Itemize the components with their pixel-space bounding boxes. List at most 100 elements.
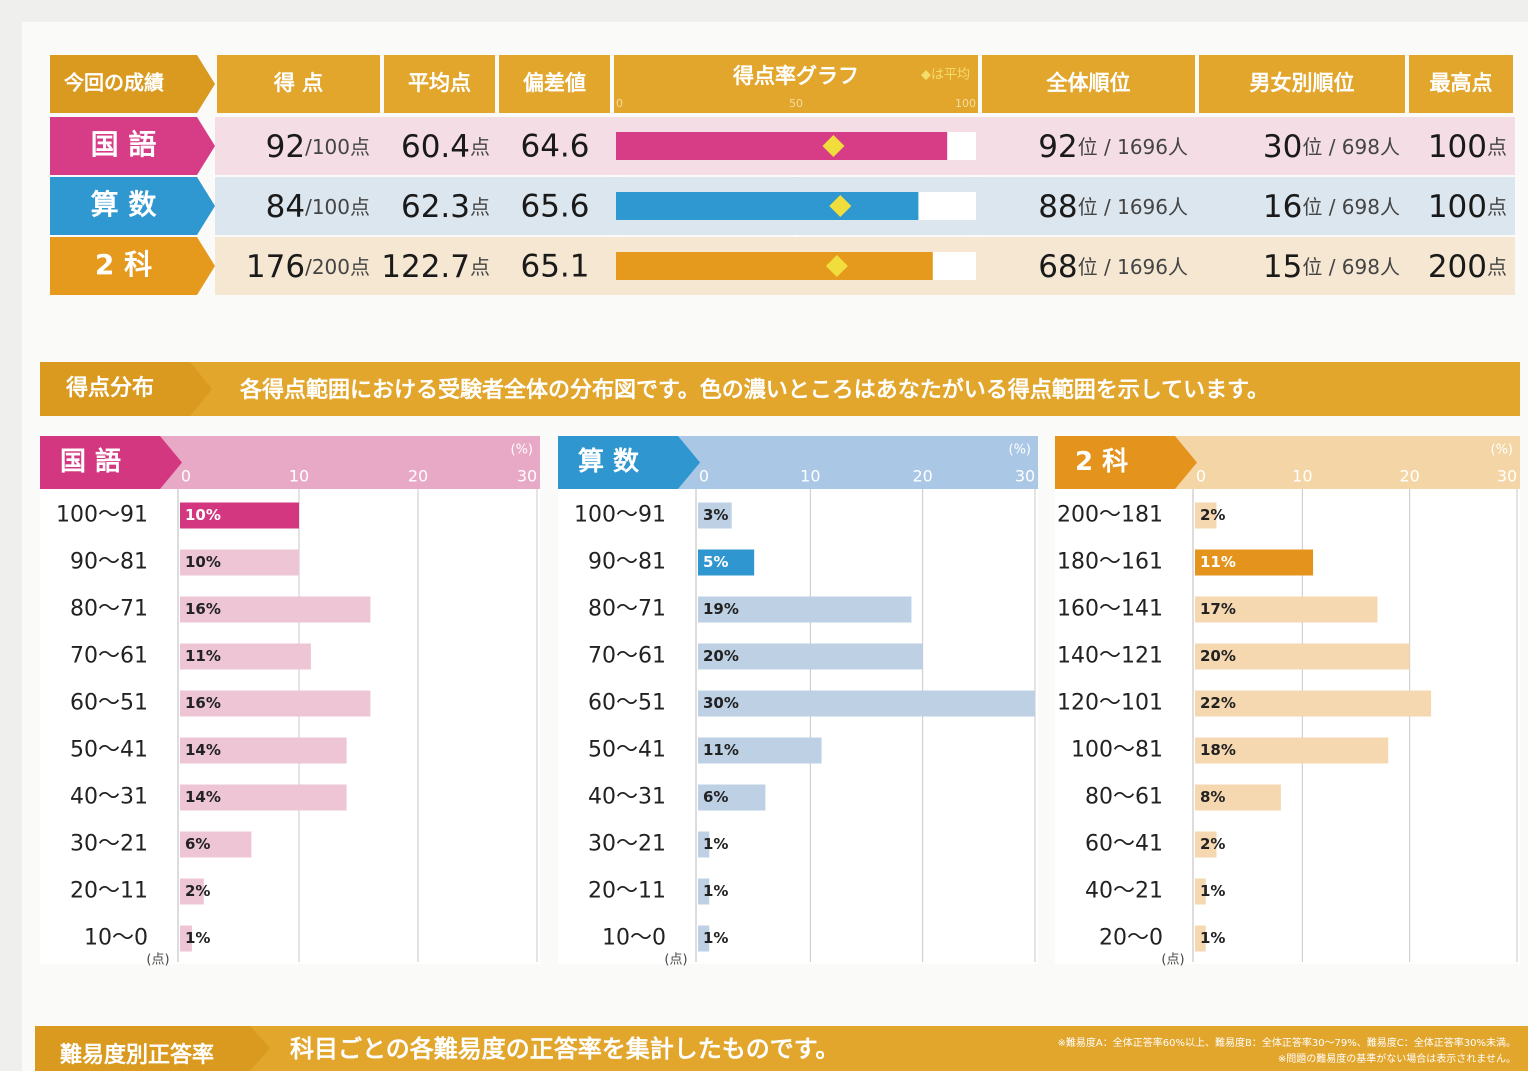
rank-value: 92 [1038,129,1077,165]
value-label: 22% [1200,694,1236,712]
section-description: 科目ごとの各難易度の正答率を集計したものです。 [290,1035,839,1063]
rank: 68位 / 1696人 [1038,249,1188,285]
header-cell [982,55,1195,113]
category-unit: (点) [664,953,687,968]
bar [1195,925,1206,952]
average-marker [829,195,852,217]
bar [698,737,822,764]
bar [698,596,912,623]
rank-unit: 位 / 1696人 [1078,255,1188,279]
average-unit: 点 [470,195,490,219]
header-cell [384,55,495,113]
section-title-bg [35,1026,270,1071]
bar [180,596,371,623]
section-title: 難易度別正答率 [60,1042,214,1068]
bar [698,784,766,811]
subject-label-bg [50,117,215,175]
category-label: 80～71 [70,597,148,622]
graph-tick-label: 50 [789,97,803,110]
rank: 88位 / 1696人 [1038,189,1188,225]
rate-bar [616,132,948,160]
value-label: 14% [185,788,221,806]
header-cell [50,55,215,113]
rate-bar [616,252,933,280]
header-cell [614,55,978,113]
top-score-value: 100 [1428,129,1487,165]
average-unit: 点 [470,255,490,279]
score: 92/100点 [266,129,370,165]
value-label: 10% [185,506,221,524]
score-unit: /200点 [305,255,370,279]
average-value: 62.3 [401,189,470,225]
category-label: 80～71 [588,597,666,622]
section-bar [35,1026,1528,1071]
bar [1195,502,1217,529]
average-marker [825,255,848,277]
score-unit: /100点 [305,135,370,159]
graph-tick-label: 0 [616,97,623,110]
x-tick-label: 30 [517,467,537,486]
axis-unit: (%) [511,443,534,458]
graph-legend: ◆は平均 [921,68,970,83]
average: 122.7点 [381,249,490,285]
top-score: 200点 [1428,249,1507,285]
value-label: 1% [1200,882,1225,900]
header-label: 最高点 [1430,71,1493,95]
x-tick-label: 0 [699,467,709,486]
category-unit: (点) [1161,953,1184,968]
bar [180,878,204,905]
subject-label: 算 数 [91,188,158,221]
gender-rank-unit: 位 / 698人 [1302,135,1400,159]
top-score-unit: 点 [1487,135,1507,159]
category-label: 160～141 [1057,597,1163,622]
category-label: 60～51 [588,691,666,716]
x-tick-label: 30 [1497,467,1517,486]
top-score: 100点 [1428,189,1507,225]
chart-title: 2 科 [1075,447,1128,477]
gender-rank: 15位 / 698人 [1263,249,1400,285]
average: 60.4点 [401,129,490,165]
bar [1195,784,1281,811]
x-tick-label: 20 [408,467,428,486]
top-score-unit: 点 [1487,255,1507,279]
x-tick-label: 30 [1015,467,1035,486]
bar [698,925,710,952]
gender-rank: 30位 / 698人 [1263,129,1400,165]
average-unit: 点 [470,135,490,159]
header-label: 偏差値 [523,71,586,95]
category-label: 200～181 [1057,503,1163,528]
subject-label-bg [50,177,215,235]
category-label: 20～11 [70,879,148,904]
category-label: 80～61 [1085,785,1163,810]
graph-tick-label: 100 [955,97,976,110]
value-label: 1% [185,929,210,947]
bar [1195,690,1432,717]
value-label: 10% [185,553,221,571]
bar [1195,549,1314,576]
category-unit: (点) [146,953,169,968]
header-cell [1199,55,1405,113]
gender-rank-unit: 位 / 698人 [1302,255,1400,279]
bar [1195,878,1206,905]
average-value: 60.4 [401,129,470,165]
category-label: 50～41 [588,738,666,763]
category-label: 70～61 [70,644,148,669]
value-label: 17% [1200,600,1236,618]
category-label: 70～61 [588,644,666,669]
bar [698,690,1035,717]
header-label: 得 点 [273,71,323,95]
rank-unit: 位 / 1696人 [1078,135,1188,159]
x-tick-label: 10 [800,467,820,486]
axis-unit: (%) [1491,443,1514,458]
value-label: 3% [703,506,728,524]
category-label: 180～161 [1057,550,1163,575]
category-label: 10～0 [84,926,148,951]
category-label: 140～121 [1057,644,1163,669]
bar [180,643,311,670]
bar [698,643,923,670]
bar [698,549,755,576]
bar [698,878,710,905]
bar [180,690,371,717]
